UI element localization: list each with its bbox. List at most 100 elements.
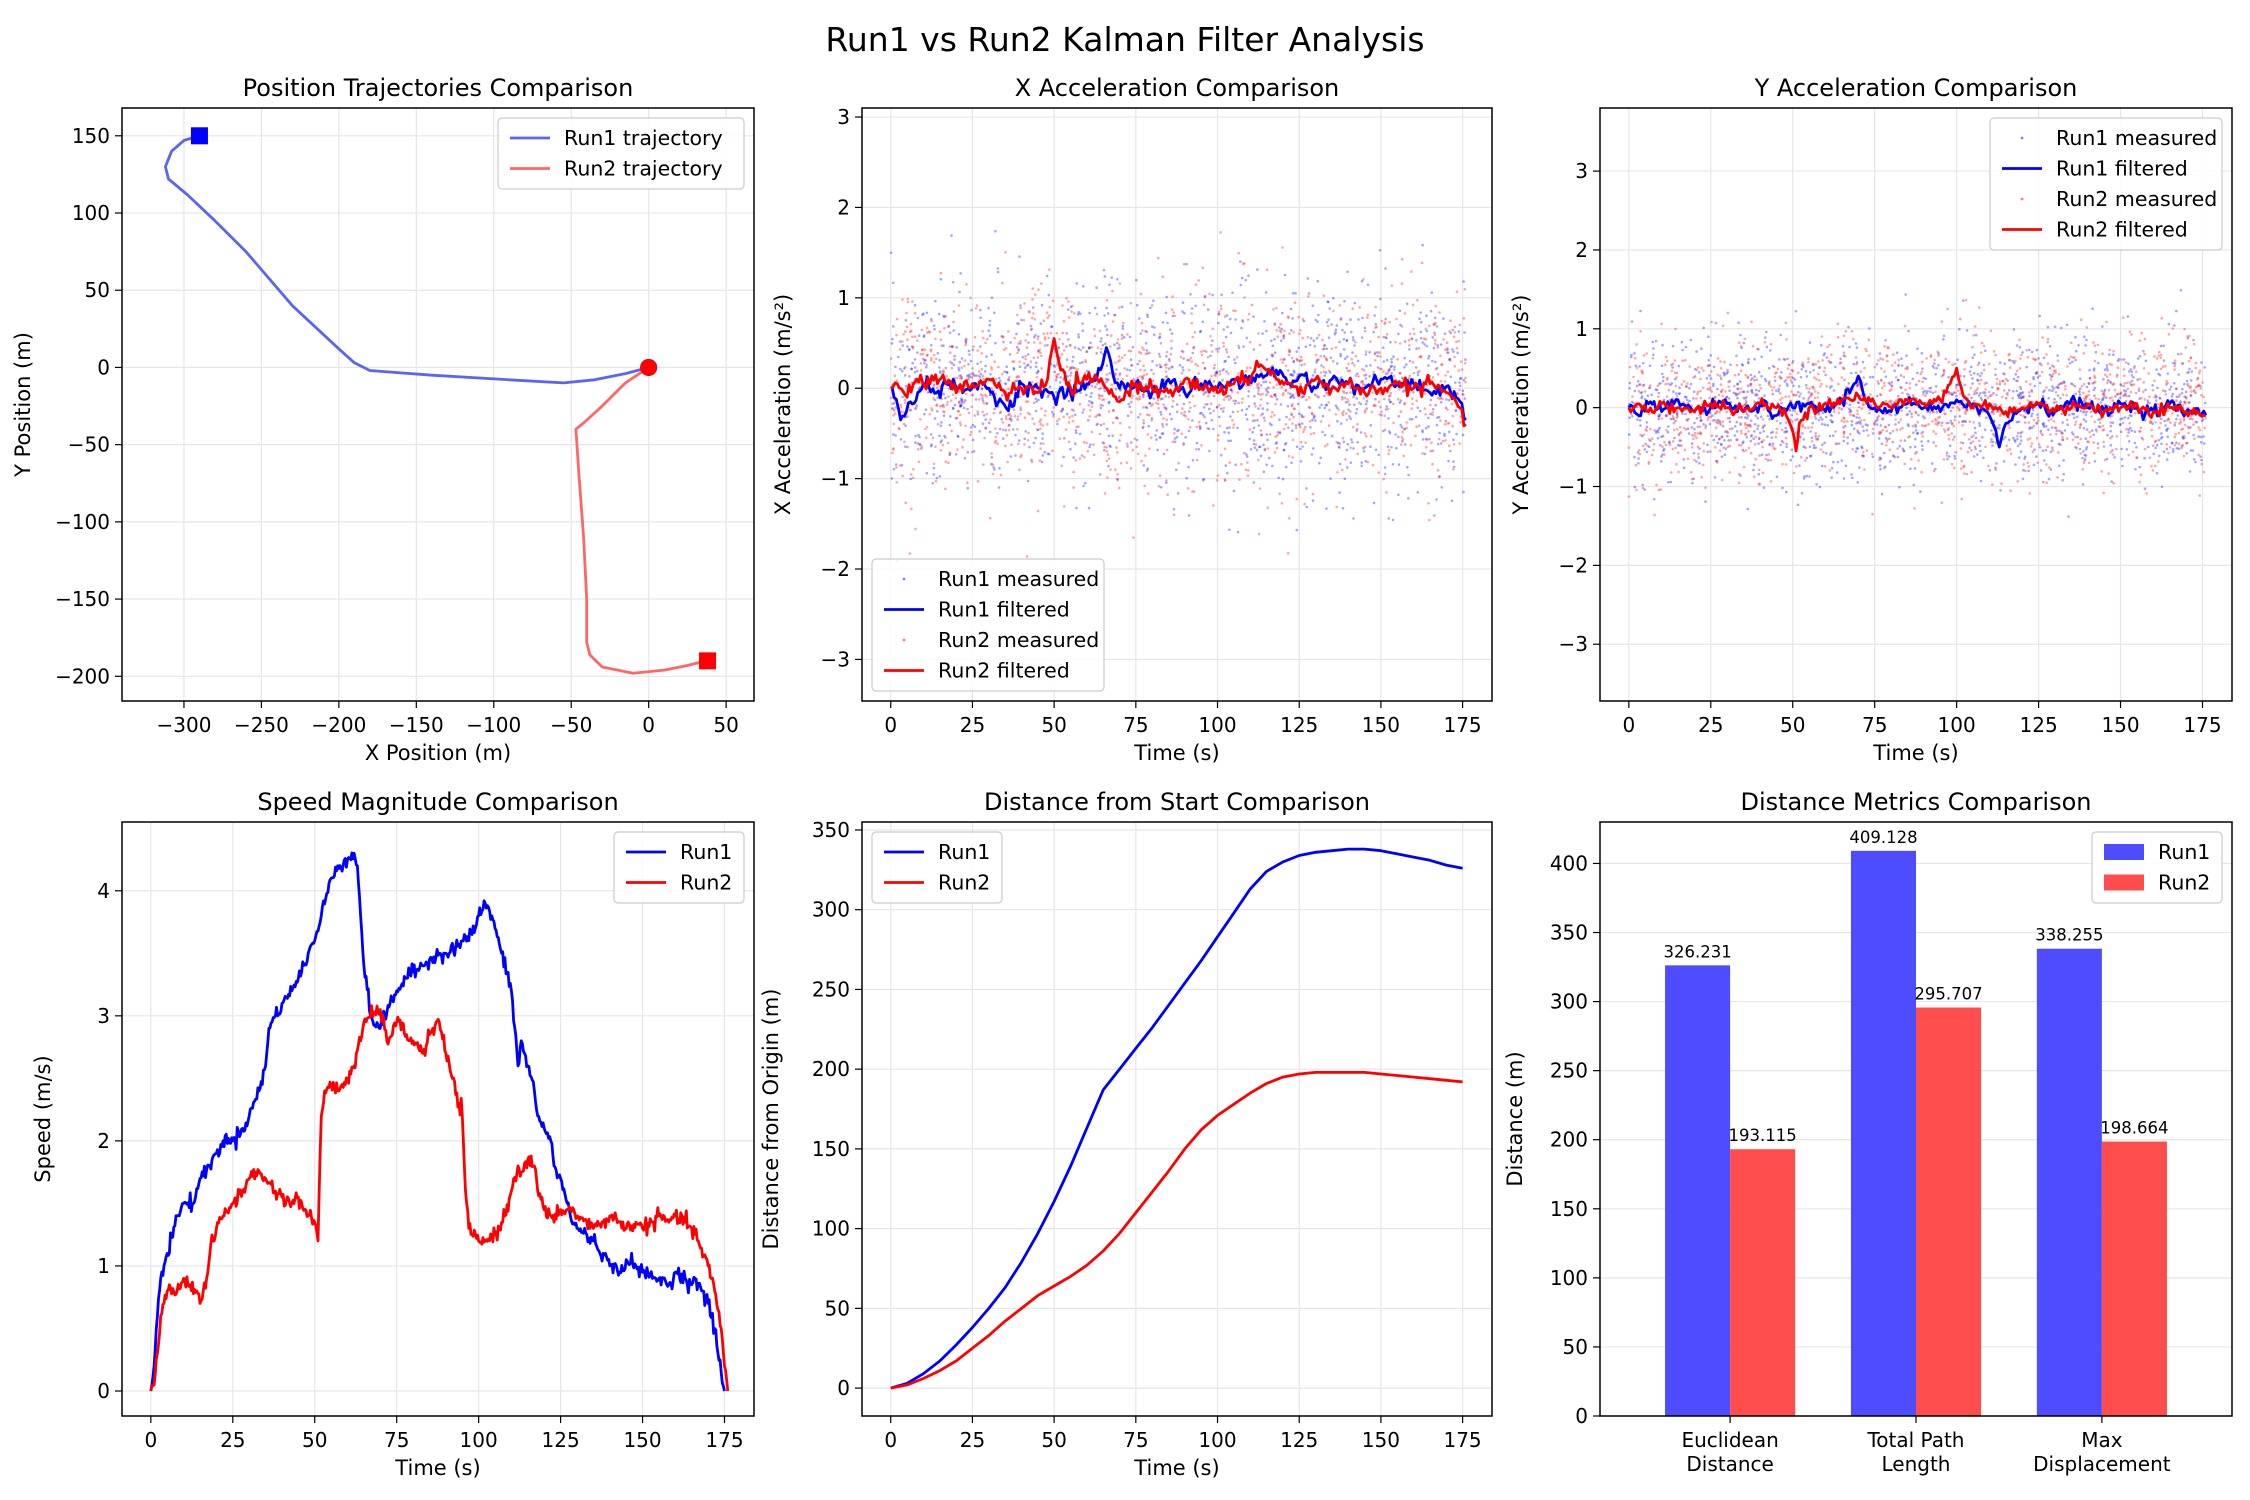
measured-point: [1141, 406, 1145, 409]
measured-point: [2048, 345, 2052, 348]
measured-point: [1361, 367, 1364, 371]
measured-point: [1077, 333, 1080, 336]
measured-point: [1962, 375, 1966, 378]
measured-point: [958, 374, 961, 378]
measured-point: [2093, 344, 2097, 348]
measured-point: [1112, 408, 1115, 412]
measured-point: [1887, 346, 1890, 350]
measured-point: [1273, 413, 1276, 417]
measured-point: [985, 402, 988, 405]
measured-point: [1258, 343, 1262, 347]
measured-point: [1403, 340, 1407, 343]
measured-point: [1889, 413, 1893, 417]
measured-point: [1089, 395, 1092, 399]
measured-point: [915, 404, 918, 407]
measured-point: [1677, 433, 1681, 437]
measured-point: [1073, 413, 1077, 417]
measured-point: [2139, 430, 2142, 433]
measured-point: [1039, 442, 1043, 445]
measured-point: [1165, 423, 1168, 426]
measured-point: [1289, 328, 1293, 332]
measured-point: [1894, 423, 1897, 426]
measured-point: [1345, 448, 1349, 452]
measured-point: [1954, 391, 1957, 395]
measured-point: [1343, 391, 1346, 394]
y-tick-label: 0: [97, 355, 110, 379]
measured-point: [1757, 437, 1761, 440]
measured-point: [999, 379, 1002, 383]
measured-point: [1266, 438, 1269, 442]
measured-point: [1419, 330, 1423, 334]
measured-point: [1948, 444, 1952, 448]
measured-point: [1794, 310, 1798, 313]
measured-point: [1053, 370, 1057, 374]
measured-point: [1005, 434, 1009, 437]
measured-point: [2127, 453, 2130, 457]
measured-point: [1921, 448, 1924, 451]
measured-point: [1737, 472, 1741, 476]
measured-point: [1789, 379, 1793, 382]
measured-point: [1084, 359, 1087, 362]
measured-point: [1977, 394, 1981, 397]
measured-point: [1441, 439, 1445, 443]
measured-point: [1281, 393, 1285, 397]
measured-point: [1461, 393, 1464, 396]
measured-point: [1343, 357, 1347, 361]
measured-point: [951, 406, 955, 410]
measured-point: [1046, 452, 1049, 456]
measured-point: [1354, 354, 1358, 358]
measured-point: [2181, 427, 2185, 431]
measured-point: [2060, 430, 2063, 434]
measured-point: [1397, 493, 1400, 497]
measured-point: [2007, 358, 2011, 362]
measured-point: [2025, 348, 2028, 352]
measured-point: [1205, 390, 1208, 394]
measured-point: [1037, 335, 1040, 338]
measured-point: [1657, 488, 1661, 492]
measured-point: [1852, 337, 1855, 341]
measured-point: [1648, 386, 1651, 390]
measured-point: [1114, 468, 1117, 472]
measured-point: [2066, 437, 2069, 440]
measured-point: [1854, 371, 1858, 375]
measured-point: [1464, 380, 1467, 384]
measured-point: [1139, 368, 1142, 372]
measured-point: [1111, 434, 1114, 438]
measured-point: [1879, 457, 1883, 460]
measured-point: [1364, 409, 1367, 412]
measured-point: [1259, 404, 1262, 407]
measured-point: [1669, 417, 1673, 421]
measured-point: [892, 401, 896, 405]
measured-point: [1306, 295, 1310, 298]
measured-point: [1040, 460, 1044, 464]
measured-point: [990, 387, 993, 390]
measured-point: [1766, 414, 1770, 418]
measured-point: [1457, 369, 1461, 372]
measured-point: [1417, 347, 1421, 350]
measured-point: [1185, 262, 1188, 266]
measured-point: [2065, 418, 2069, 422]
measured-point: [1407, 338, 1411, 342]
measured-point: [1453, 365, 1457, 368]
measured-point: [1886, 359, 1889, 363]
measured-point: [1412, 391, 1415, 394]
measured-point: [1314, 419, 1317, 422]
measured-point: [1019, 406, 1022, 409]
measured-point: [919, 369, 923, 372]
measured-point: [1192, 490, 1196, 493]
measured-point: [1738, 380, 1742, 383]
measured-point: [1949, 419, 1953, 423]
measured-point: [1280, 327, 1283, 331]
measured-point: [889, 251, 893, 255]
measured-point: [959, 399, 963, 402]
measured-point: [1821, 418, 1824, 421]
measured-point: [928, 412, 932, 416]
measured-point: [1976, 378, 1979, 382]
y-tick-label: −100: [55, 510, 110, 534]
measured-point: [895, 333, 898, 337]
measured-point: [2054, 371, 2057, 374]
measured-point: [1801, 425, 1805, 428]
measured-point: [1835, 442, 1839, 446]
measured-point: [1836, 460, 1840, 464]
measured-point: [1226, 394, 1230, 398]
